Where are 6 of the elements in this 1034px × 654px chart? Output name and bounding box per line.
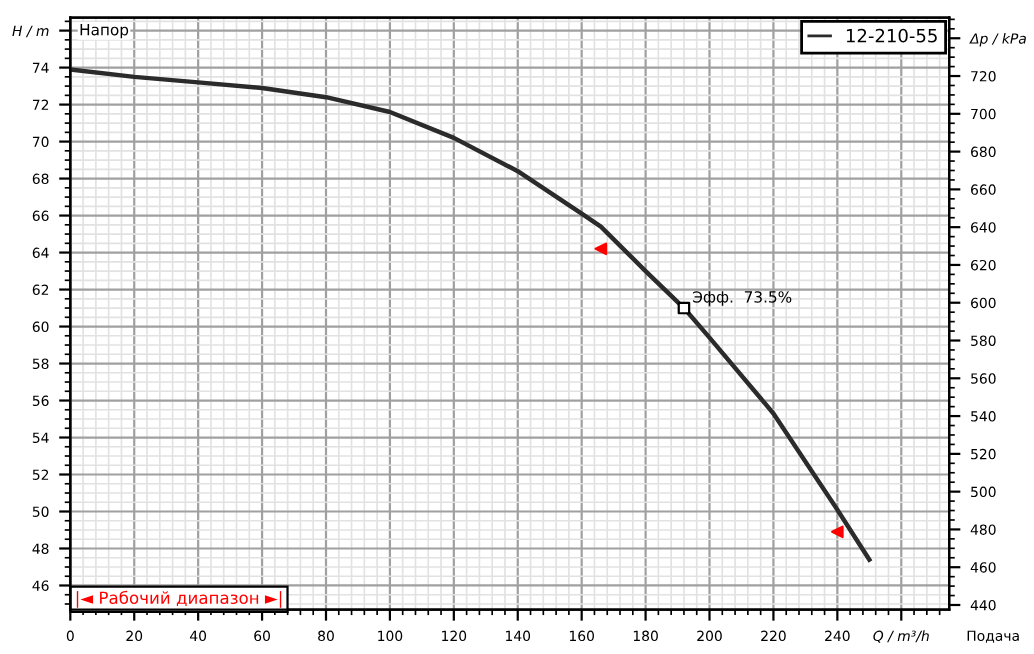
line-series: [70, 67, 872, 562]
point: [677, 301, 691, 315]
legend-label: 12-210-55: [846, 28, 937, 43]
point: [831, 525, 844, 539]
point: [594, 242, 608, 256]
annotation: |◄ Рабочий диапазон ►|: [76, 590, 282, 608]
